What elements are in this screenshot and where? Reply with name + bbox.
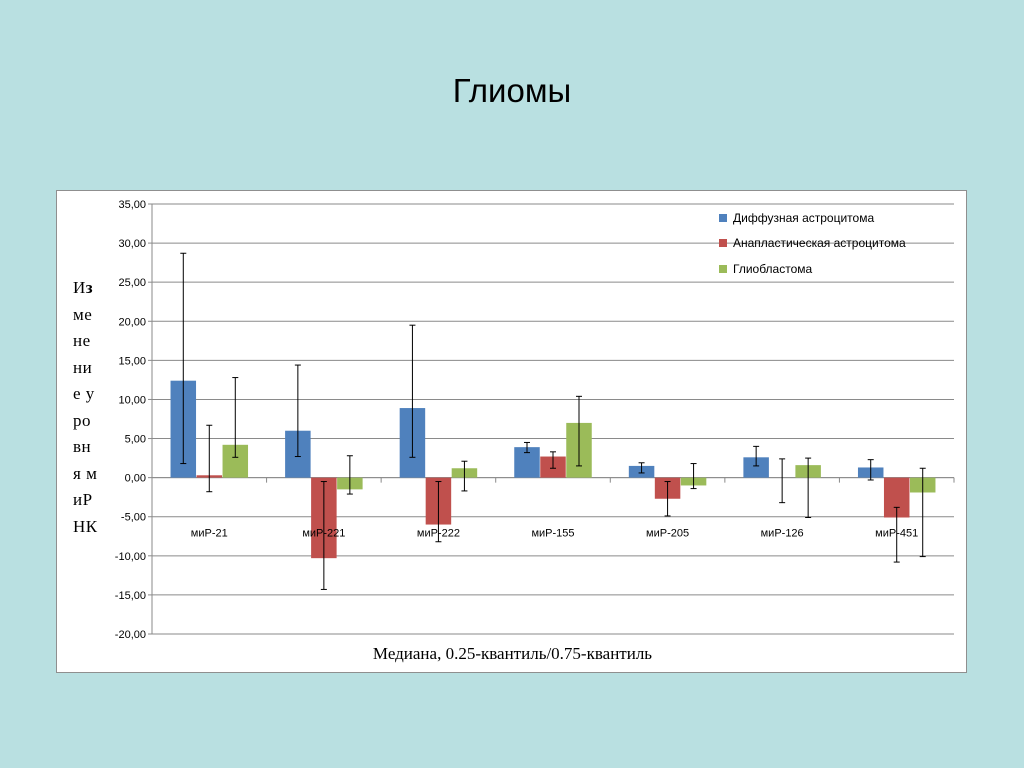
y-tick-label: 0,00: [125, 473, 146, 485]
legend-label: Глиобластома: [733, 261, 813, 276]
legend-item: Анапластическая астроцитома: [719, 231, 906, 257]
chart-legend: Диффузная астроцитома Анапластическая аст…: [719, 205, 906, 282]
slide-title: Глиомы: [452, 72, 572, 109]
legend-swatch: [719, 213, 727, 222]
y-tick-label: 10,00: [118, 394, 146, 406]
legend-swatch: [719, 239, 727, 248]
category-label: миР-221: [302, 528, 345, 540]
y-tick-label: 20,00: [118, 316, 146, 328]
legend-item: Диффузная астроцитома: [719, 205, 906, 231]
category-label: миР-451: [875, 528, 918, 540]
legend-swatch: [719, 264, 727, 273]
y-axis-label: Изменение уровня миРНК: [73, 278, 98, 536]
y-tick-label: 30,00: [118, 238, 146, 250]
y-tick-label: 15,00: [118, 355, 146, 367]
legend-item: Глиобластома: [719, 256, 906, 282]
y-tick-label: -10,00: [115, 551, 146, 563]
y-tick-label: 35,00: [118, 199, 146, 211]
category-label: миР-222: [417, 528, 460, 540]
y-tick-label: -15,00: [115, 590, 146, 602]
legend-label: Диффузная астроцитома: [733, 210, 875, 225]
bar: [743, 457, 769, 478]
chart-plot: -20,00 -15,00 -10,00 -5,00 0,00 5,00 10,00 15,0…: [115, 199, 955, 641]
category-label: миР-155: [531, 528, 574, 540]
y-tick-label: 5,00: [125, 434, 146, 446]
x-axis-label: Медиана, 0.25-квантиль/0.75-квантиль: [372, 644, 653, 663]
category-label: миР-205: [646, 528, 689, 540]
y-tick-label: -20,00: [115, 629, 146, 641]
legend-label: Анапластическая астроцитома: [733, 236, 906, 251]
category-label: миР-21: [191, 528, 228, 540]
y-tick-label: 25,00: [118, 277, 146, 289]
chart-container: Изменение уровня миРНК -20,00 -15,00 -10,0…: [56, 190, 967, 673]
y-tick-label: -5,00: [121, 512, 146, 524]
category-label: миР-126: [761, 528, 804, 540]
